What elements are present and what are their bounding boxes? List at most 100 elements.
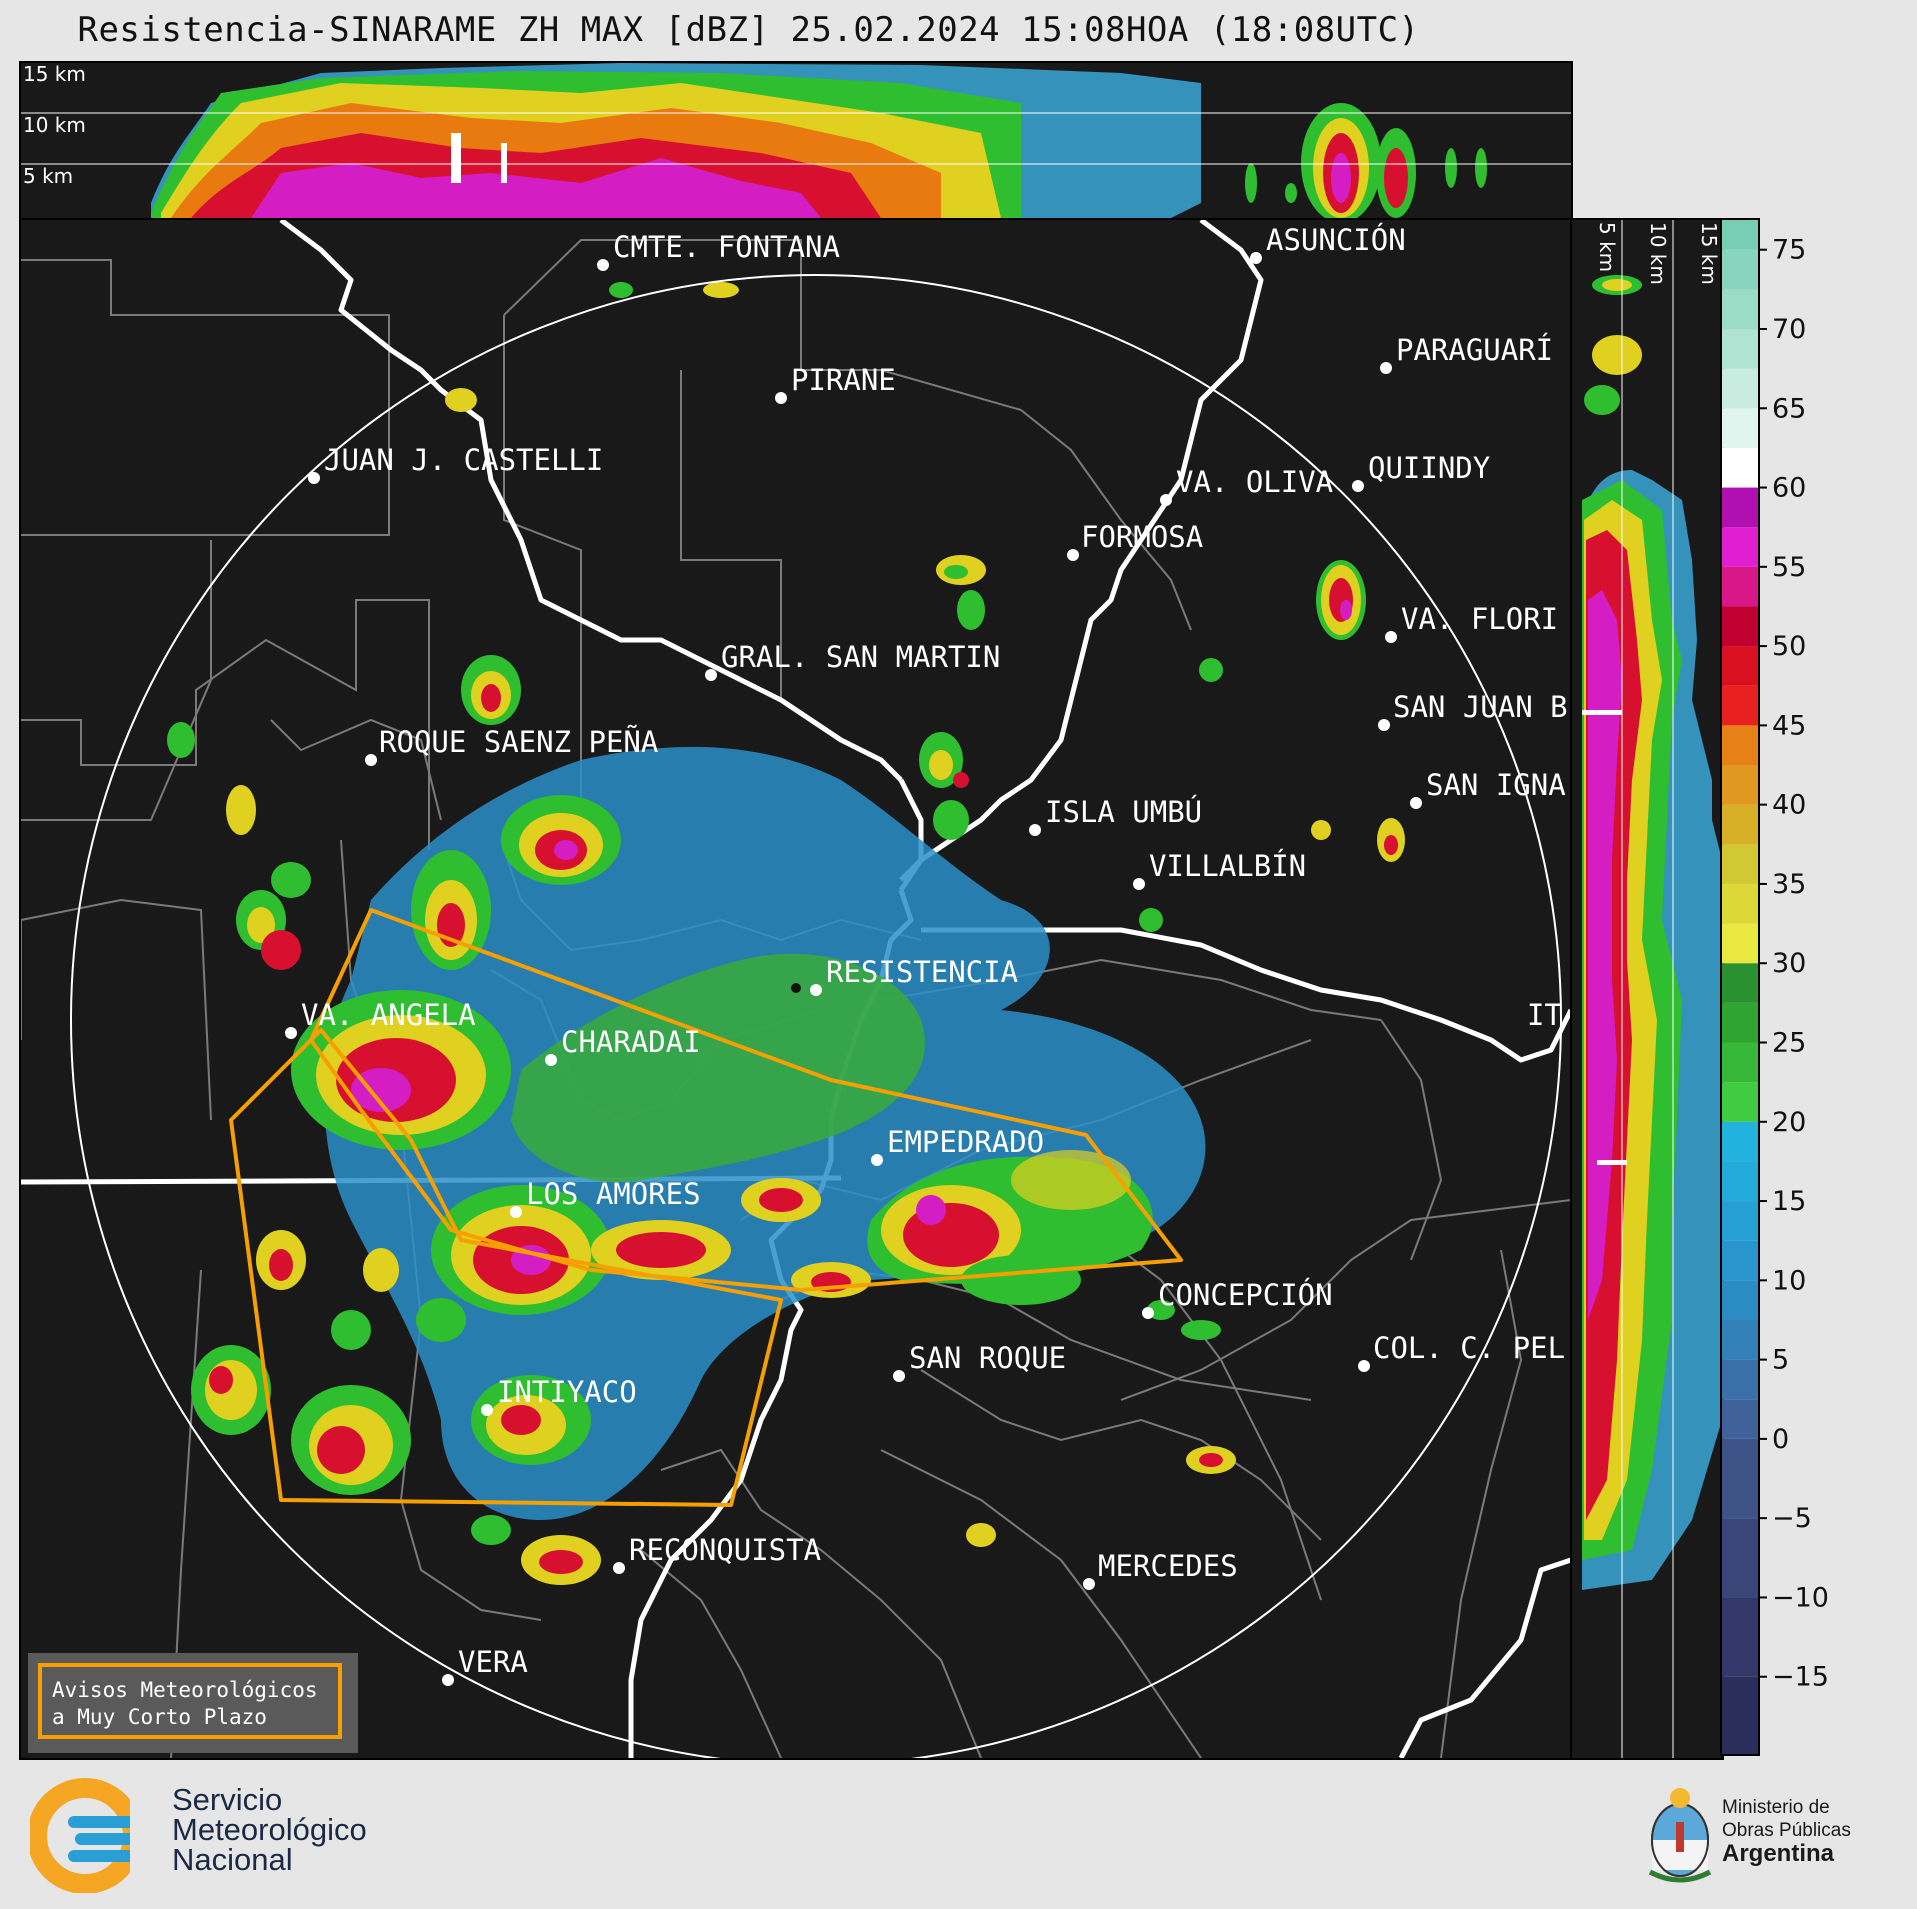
- colorbar-tick-label: −10: [1772, 1582, 1829, 1613]
- place-label: PARAGUARÍ: [1396, 333, 1553, 367]
- colorbar-tick-label: −5: [1772, 1503, 1812, 1534]
- place-label: VA. ANGELA: [301, 998, 476, 1032]
- place-label: PIRANE: [791, 363, 896, 397]
- colorbar-tick-label: 25: [1772, 1027, 1806, 1058]
- colorbar-band: [1721, 566, 1759, 607]
- smn-line-3: Nacional: [172, 1842, 293, 1877]
- place-label: VA. OLIVA: [1176, 465, 1333, 499]
- place-label: SAN IGNA: [1426, 768, 1566, 802]
- colorbar-band: [1721, 218, 1759, 250]
- reflectivity-profile-top: [151, 63, 1487, 218]
- smn-logo-icon: [30, 1778, 170, 1893]
- colorbar-band: [1721, 368, 1759, 409]
- place-label: MERCEDES: [1098, 1549, 1238, 1583]
- colorbar-band: [1721, 1438, 1759, 1519]
- vertical-section-top-panel: 15 km 10 km 5 km: [19, 61, 1573, 220]
- colorbar-tick-label: 35: [1772, 869, 1806, 900]
- ministry-line-1: Ministerio de: [1722, 1797, 1830, 1818]
- colorbar-band: [1721, 1201, 1759, 1241]
- ministry-line-2: Obras Públicas: [1722, 1820, 1851, 1841]
- colorbar-band: [1721, 1280, 1759, 1320]
- colorbar-band: [1721, 765, 1759, 805]
- colorbar-tick-label: 60: [1772, 473, 1806, 504]
- place-labels: CMTE. FONTANA ASUNCIÓN PIRANE PARAGUARÍ …: [285, 223, 1568, 1686]
- place-label: VA. FLORI: [1401, 602, 1558, 636]
- smn-line-2: Meteorológico: [172, 1812, 367, 1847]
- colorbar-tick-label: 10: [1772, 1265, 1806, 1296]
- vertical-section-side: 5 km 10 km 15 km: [1582, 220, 1722, 1758]
- colorbar-band: [1721, 289, 1759, 329]
- colorbar-tick-label: 5: [1772, 1345, 1789, 1376]
- radar-map: CMTE. FONTANA ASUNCIÓN PIRANE PARAGUARÍ …: [21, 220, 1571, 1758]
- reflectivity-profile-side: [1582, 275, 1722, 1590]
- place-label: IT: [1527, 998, 1562, 1032]
- side-height-label: 5 km: [1595, 222, 1619, 272]
- colorbar-band: [1721, 1319, 1759, 1360]
- legend-warning-label: Avisos Meteorológicos a Muy Corto Plazo: [38, 1663, 342, 1739]
- side-height-label: 15 km: [1697, 222, 1721, 285]
- colorbar-tick-label: −15: [1772, 1662, 1829, 1693]
- colorbar-bands: [1721, 218, 1759, 1756]
- place-label: FORMOSA: [1081, 520, 1203, 554]
- vertical-section-top: 15 km 10 km 5 km: [21, 63, 1571, 218]
- top-height-label: 10 km: [23, 113, 86, 137]
- colorbar-band: [1721, 1042, 1759, 1083]
- place-label: EMPEDRADO: [887, 1125, 1044, 1159]
- side-height-label: 10 km: [1646, 222, 1670, 285]
- place-label: CHARADAI: [561, 1025, 701, 1059]
- colorbar-band: [1721, 408, 1759, 448]
- place-label: COL. C. PEL: [1373, 1331, 1565, 1365]
- colorbar-tick-label: 55: [1772, 552, 1806, 583]
- place-label: SAN JUAN B: [1393, 690, 1568, 724]
- warning-polygons: [229, 908, 1183, 1507]
- place-label: VILLALBÍN: [1149, 849, 1306, 883]
- colorbar-band: [1721, 844, 1759, 884]
- colorbar-tick-label: 45: [1772, 710, 1806, 741]
- colorbar-band: [1721, 725, 1759, 766]
- place-label: SAN ROQUE: [909, 1341, 1066, 1375]
- colorbar-band: [1721, 685, 1759, 726]
- colorbar-band: [1721, 1518, 1759, 1598]
- radar-map-panel: CMTE. FONTANA ASUNCIÓN PIRANE PARAGUARÍ …: [19, 218, 1573, 1760]
- colorbar-band: [1721, 487, 1759, 528]
- colorbar-band: [1721, 1359, 1759, 1400]
- colorbar-tick-label: 75: [1772, 235, 1806, 266]
- argentina-coat-of-arms-icon: [1648, 1788, 1712, 1883]
- range-ring: [70, 274, 1562, 1758]
- smn-logo-text: Servicio Meteorológico Nacional: [172, 1782, 367, 1877]
- colorbar-band: [1721, 923, 1759, 964]
- colorbar-band: [1721, 447, 1759, 488]
- place-label: INTIYACO: [497, 1375, 637, 1409]
- place-label: CONCEPCIÓN: [1158, 1278, 1333, 1312]
- colorbar-tick-label: 70: [1772, 314, 1806, 345]
- colorbar-band: [1721, 249, 1759, 290]
- colorbar-band: [1721, 963, 1759, 1003]
- colorbar-tick-label: 0: [1772, 1424, 1789, 1455]
- colorbar-tick-label: 15: [1772, 1186, 1806, 1217]
- place-label: ROQUE SAENZ PEÑA: [379, 725, 658, 759]
- radar-site-marker: [791, 983, 801, 993]
- legend-line-2: a Muy Corto Plazo: [52, 1705, 267, 1729]
- colorbar-band: [1721, 1399, 1759, 1439]
- place-label: QUIINDY: [1368, 451, 1490, 485]
- place-label: VERA: [458, 1645, 528, 1679]
- colorbar-band: [1721, 1121, 1759, 1162]
- colorbar-band: [1721, 1082, 1759, 1122]
- place-label: CMTE. FONTANA: [613, 230, 840, 264]
- colorbar-band: [1721, 1597, 1759, 1677]
- colorbar-band: [1721, 606, 1759, 647]
- colorbar-band: [1721, 883, 1759, 924]
- colorbar-band: [1721, 527, 1759, 567]
- map-title: Resistencia-SINARAME ZH MAX [dBZ] 25.02.…: [77, 10, 1420, 50]
- ministry-line-3: Argentina: [1722, 1840, 1835, 1867]
- place-label: GRAL. SAN MARTIN: [721, 640, 1000, 674]
- colorbar-band: [1721, 1676, 1759, 1756]
- vertical-section-side-panel: 5 km 10 km 15 km: [1570, 218, 1724, 1760]
- colorbar-band: [1721, 804, 1759, 845]
- smn-line-1: Servicio: [172, 1782, 283, 1817]
- legend-line-1: Avisos Meteorológicos: [52, 1678, 318, 1702]
- place-label: JUAN J. CASTELLI: [324, 443, 603, 477]
- place-label: ISLA UMBÚ: [1045, 795, 1202, 829]
